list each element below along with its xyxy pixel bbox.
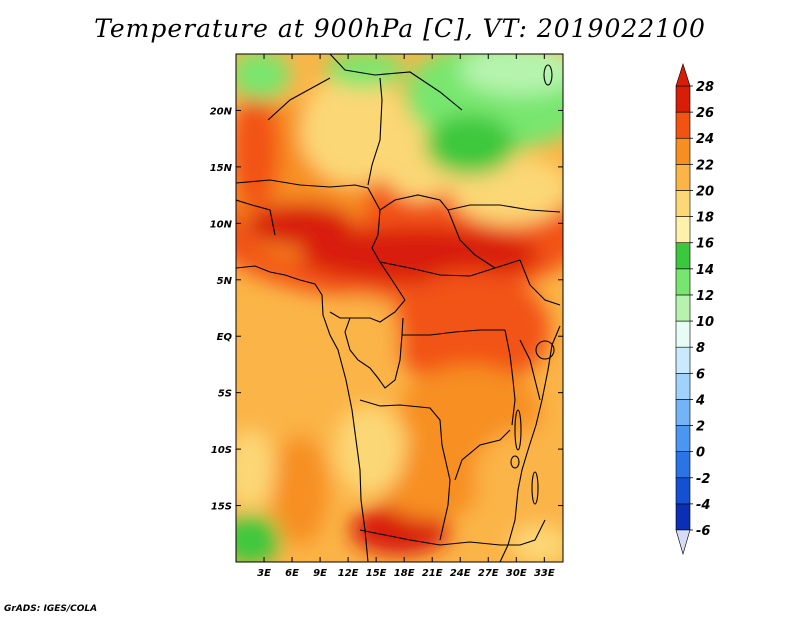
lon-tick-label: 3E	[257, 568, 271, 579]
colorbar-under-triangle	[675, 529, 691, 556]
colorbar-label: 0	[696, 446, 705, 461]
colorbar-label: 22	[696, 158, 714, 173]
country-borders	[236, 54, 561, 562]
colorbar-segment	[675, 268, 691, 296]
colorbar-segment	[675, 242, 691, 270]
lat-tick-label: 15N	[210, 163, 233, 174]
colorbar-segment	[675, 190, 691, 217]
colorbar-label: -4	[696, 498, 710, 513]
colorbar-segment	[675, 320, 691, 348]
colorbar-label: 28	[696, 80, 714, 95]
lon-tick-label: 9E	[313, 568, 327, 579]
lat-tick-label: 10N	[210, 219, 233, 230]
colorbar-label: 10	[696, 315, 714, 330]
longitude-axis: 3E 6E 9E 12E 15E 18E 21E 24E 27E 30E 33E	[257, 54, 555, 579]
colorbar-label: 2	[696, 420, 705, 435]
colorbar-label: -2	[696, 472, 710, 487]
lakes	[510, 64, 555, 505]
lat-tick-label: 10S	[211, 445, 232, 456]
lat-tick-label: 5N	[217, 276, 233, 287]
plot-frame	[235, 53, 564, 563]
lat-tick-label: 5S	[218, 389, 232, 400]
lon-tick-label: 30E	[506, 568, 527, 579]
lat-tick-label: EQ	[217, 332, 233, 343]
colorbar-label: 14	[696, 263, 714, 278]
lon-tick-label: 6E	[285, 568, 299, 579]
lon-tick-label: 18E	[394, 568, 415, 579]
colorbar-segment	[675, 85, 691, 113]
lon-tick-label: 15E	[366, 568, 387, 579]
colorbar-segment	[675, 425, 691, 452]
colorbar-label: -6	[696, 524, 710, 539]
colorbar-segment	[675, 451, 691, 479]
colorbar-segment	[675, 503, 691, 531]
colorbar-segment	[675, 216, 691, 244]
colorbar-segment	[675, 294, 691, 322]
colorbar-label: 20	[696, 184, 714, 199]
colorbar-over-triangle	[675, 63, 691, 87]
colorbar-label: 4	[695, 393, 705, 408]
colorbar-label: 16	[696, 237, 714, 252]
lat-tick-label: 20N	[210, 106, 233, 117]
colorbar-label: 6	[696, 367, 705, 382]
colorbar-segment	[675, 164, 691, 191]
latitude-axis: 20N 15N 10N 5N EQ 5S 10S 15S	[210, 106, 563, 513]
colorbar-label: 18	[696, 211, 714, 226]
colorbar-segment	[675, 399, 691, 426]
colorbar-segment	[675, 137, 691, 165]
temperature-field	[236, 54, 563, 562]
lat-tick-label: 15S	[211, 502, 232, 513]
lon-tick-label: 21E	[422, 568, 443, 579]
colorbar-label: 8	[696, 341, 705, 356]
lon-tick-label: 33E	[534, 568, 555, 579]
colorbar-label: 12	[696, 289, 714, 304]
lon-tick-label: 12E	[338, 568, 359, 579]
colorbar-label: 24	[696, 132, 714, 147]
colorbar-segment	[675, 346, 691, 374]
lon-tick-label: 27E	[478, 568, 499, 579]
colorbar-segment	[675, 111, 691, 139]
colorbar-label: 26	[696, 106, 714, 121]
colorbar-segment	[675, 372, 691, 400]
grads-credit: GrADS: IGES/COLA	[4, 604, 98, 614]
map-title: Temperature at 900hPa [C], VT: 201902210…	[94, 14, 706, 43]
colorbar-segment	[675, 477, 691, 505]
lon-tick-label: 24E	[450, 568, 471, 579]
